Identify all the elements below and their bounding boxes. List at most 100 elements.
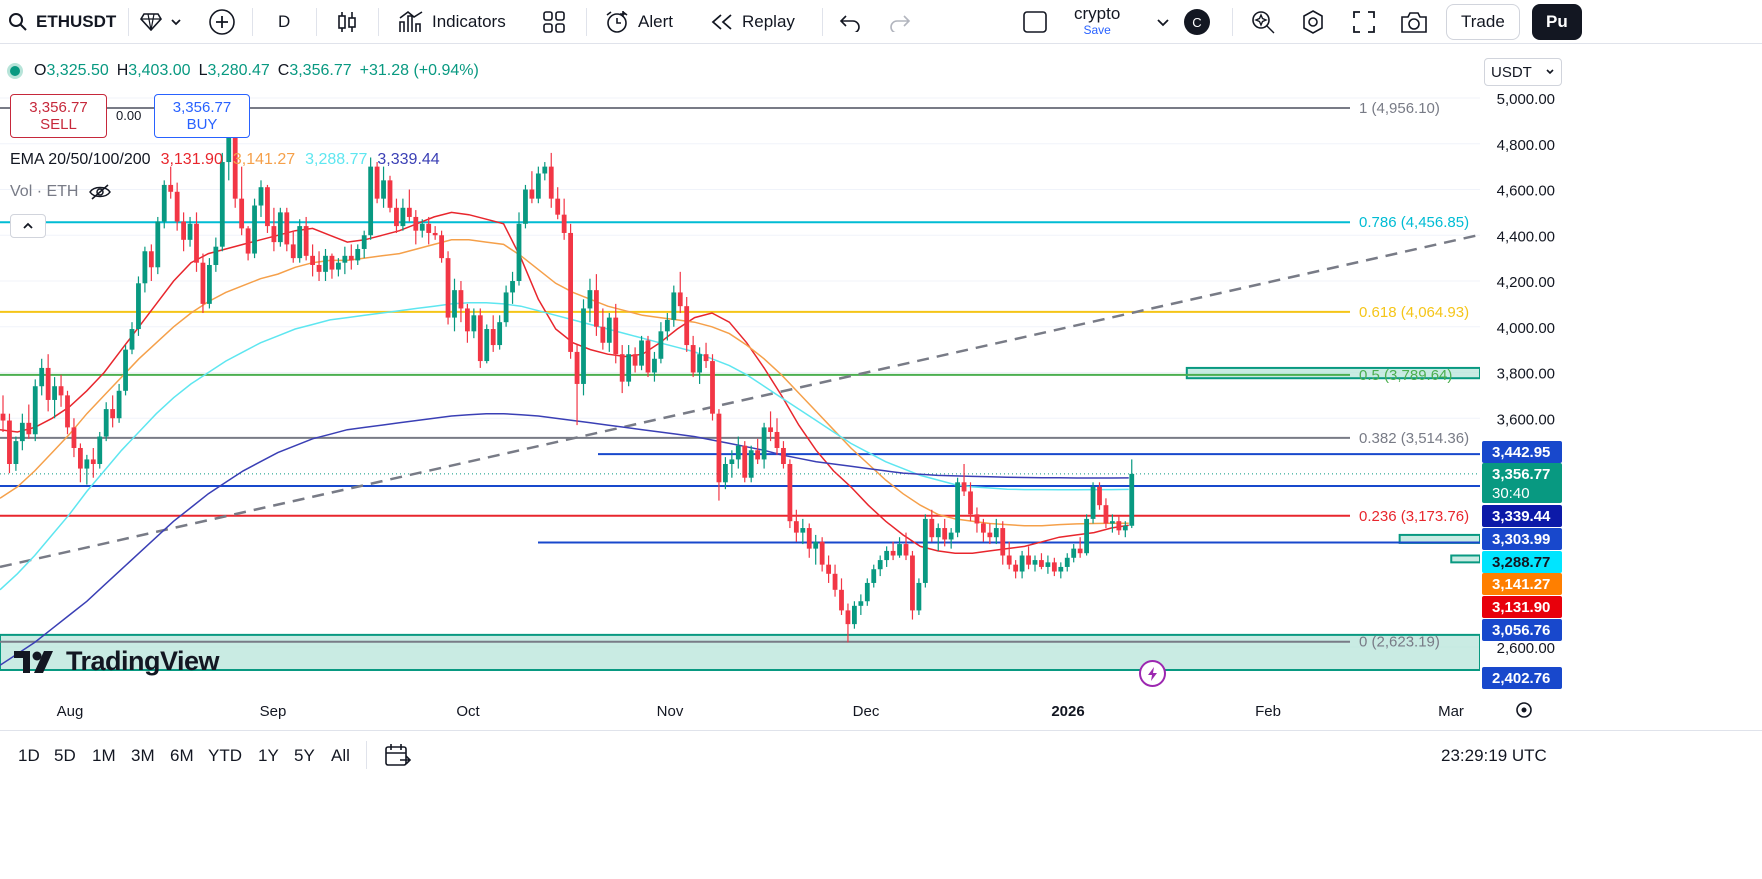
range-button-6m[interactable]: 6M — [170, 731, 194, 780]
tradingview-watermark[interactable]: TradingView — [14, 646, 220, 677]
layout-save-status: Save — [1083, 23, 1111, 37]
candle-body — [90, 459, 96, 464]
candle — [581, 299, 586, 396]
fib-label: 0.5 (3,789.64) — [1359, 367, 1452, 384]
goto-date-button[interactable] — [384, 731, 412, 780]
candle-body — [890, 550, 896, 556]
candle — [490, 315, 496, 352]
redo-button[interactable] — [888, 0, 912, 44]
candle-body — [116, 390, 122, 419]
replay-button[interactable]: Replay — [710, 0, 795, 44]
collapse-legend-button[interactable] — [10, 214, 46, 238]
candle-body — [458, 290, 464, 309]
candle — [387, 175, 393, 213]
candle-body — [974, 514, 980, 524]
toolbar-divider — [366, 741, 367, 769]
range-button-1d[interactable]: 1D — [18, 731, 40, 780]
quick-search-button[interactable] — [1250, 0, 1276, 44]
candle — [465, 303, 470, 343]
layout-menu-button[interactable] — [1156, 0, 1170, 44]
ema20-value: 3,131.90 — [160, 151, 223, 168]
candle-body — [13, 441, 19, 464]
user-menu-button[interactable]: C — [1184, 0, 1210, 44]
candle — [439, 230, 444, 263]
candle-body — [1071, 548, 1077, 558]
candle — [761, 422, 767, 469]
buy-button[interactable]: 3,356.77 BUY — [154, 94, 250, 138]
grid-icon — [543, 11, 565, 33]
candle-body — [97, 436, 103, 464]
time-axis[interactable]: Aug Sep Oct Nov Dec 2026 Feb Mar — [57, 702, 1532, 720]
range-button-1y[interactable]: 1Y — [258, 731, 279, 780]
range-button-1m[interactable]: 1M — [92, 731, 116, 780]
select-layout-button[interactable] — [1022, 0, 1048, 44]
candle-body — [755, 450, 761, 460]
compare-symbol-button[interactable] — [208, 0, 236, 44]
candle — [213, 237, 219, 272]
publish-label: Pu — [1546, 12, 1568, 31]
trade-label: Trade — [1461, 12, 1505, 31]
range-button-5y[interactable]: 5Y — [294, 731, 315, 780]
candle — [935, 523, 941, 551]
price-badge: 3,303.99 — [1482, 528, 1562, 550]
fib-retracement[interactable]: 1 (4,956.10) 0.786 (4,456.85) 0.618 (4,064… — [0, 100, 1469, 651]
candle-body — [245, 228, 251, 254]
candle — [697, 347, 702, 384]
range-button-3m[interactable]: 3M — [131, 731, 155, 780]
currency-select[interactable]: USDT — [1484, 58, 1562, 86]
candle — [858, 594, 864, 615]
indicators-button[interactable]: Indicators — [398, 0, 506, 44]
candle-body — [587, 290, 593, 309]
candle — [419, 219, 425, 238]
eye-off-icon[interactable] — [88, 183, 112, 201]
volume-legend[interactable]: Vol · ETH — [10, 183, 112, 201]
candle — [310, 244, 315, 277]
interval-button[interactable]: D — [278, 0, 290, 44]
layouts-button[interactable] — [542, 0, 566, 44]
fullscreen-button[interactable] — [1352, 0, 1376, 44]
candle — [458, 281, 464, 323]
indicators-icon — [399, 10, 423, 32]
candle-body — [664, 319, 670, 332]
candle-body — [200, 262, 206, 304]
publish-button[interactable]: Pu — [1532, 4, 1582, 40]
candle — [336, 258, 341, 277]
alert-button[interactable]: Alert — [604, 0, 673, 44]
candle — [97, 431, 103, 469]
candle — [90, 447, 96, 478]
lightning-marker[interactable] — [1139, 660, 1166, 687]
layout-name-button[interactable]: crypto Save — [1074, 0, 1120, 44]
range-button-all[interactable]: All — [331, 731, 350, 780]
alert-label: Alert — [638, 12, 673, 31]
candle-body — [316, 264, 322, 272]
range-label: 5D — [54, 745, 76, 765]
search-sparkle-icon — [1252, 11, 1275, 34]
clock[interactable]: 23:29:19 UTC — [1441, 731, 1547, 780]
settings-button[interactable] — [1300, 0, 1326, 44]
symbol-search[interactable]: ETHUSDT — [8, 0, 116, 44]
trade-button[interactable]: Trade — [1446, 4, 1520, 40]
candle — [981, 518, 986, 542]
candle-body — [606, 317, 612, 343]
candle — [993, 518, 999, 545]
candle — [406, 189, 412, 222]
candle — [471, 308, 477, 339]
ema100-value: 3,288.77 — [305, 151, 368, 168]
candle — [381, 166, 386, 208]
range-button-5d[interactable]: 5D — [54, 731, 76, 780]
ema-legend[interactable]: EMA 20/50/100/200 3,131.90 3,141.27 3,28… — [10, 151, 440, 169]
chevron-up-icon — [23, 222, 33, 229]
candle-body — [194, 223, 199, 263]
chart-type-button[interactable] — [336, 0, 358, 44]
candle-body — [542, 166, 548, 174]
snapshot-button[interactable] — [1400, 0, 1428, 44]
candle-body — [1084, 518, 1089, 554]
symbol-type-dropdown[interactable] — [140, 0, 182, 44]
sell-button[interactable]: 3,356.77 SELL — [10, 94, 107, 138]
range-button-ytd[interactable]: YTD — [208, 731, 242, 780]
horizontal-lines[interactable] — [0, 453, 1480, 544]
candle — [39, 358, 45, 396]
candle-body — [39, 367, 45, 387]
price-chart[interactable]: 1 (4,956.10) 0.786 (4,456.85) 0.618 (4,064… — [0, 52, 1762, 730]
undo-button[interactable] — [838, 0, 862, 44]
